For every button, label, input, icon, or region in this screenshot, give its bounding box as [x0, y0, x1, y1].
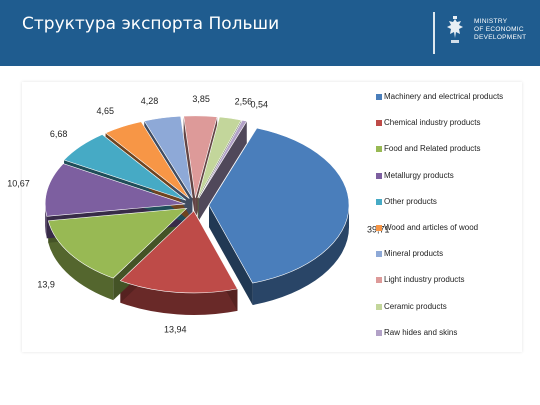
- legend-label: Food and Related products: [384, 144, 481, 154]
- pie-slice-10: [198, 119, 248, 199]
- legend-label: Machinery and electrical products: [384, 92, 504, 101]
- polish-eagle-icon: [447, 16, 463, 43]
- data-label: 4,65: [97, 106, 115, 116]
- legend-label: Wood and articles of wood: [384, 223, 479, 232]
- pie-slice-5: [63, 134, 187, 201]
- legend-swatch: [376, 225, 382, 231]
- pie-slice-3: [47, 207, 188, 279]
- legend-label: Light industry products: [384, 275, 465, 285]
- legend-swatch: [376, 94, 382, 100]
- ministry-line: DEVELOPMENT: [474, 34, 527, 41]
- data-label: 4,28: [141, 96, 159, 106]
- data-label: 2,56: [235, 97, 253, 107]
- data-label: 3,85: [192, 94, 210, 104]
- pie-slice-edge: [198, 121, 247, 221]
- legend-swatch: [376, 277, 382, 284]
- legend-swatch: [376, 172, 382, 179]
- pie-slice-9: [197, 116, 242, 199]
- legend-label: Ceramic products: [384, 301, 447, 311]
- pie-slice-wall: [48, 220, 114, 301]
- legend-label: Chemical industry products: [384, 118, 481, 128]
- pie-slice-wall: [120, 280, 238, 315]
- pie-slice-6: [104, 121, 190, 199]
- pie-slice-2: [119, 210, 238, 294]
- legend-label: Mineral products: [384, 249, 444, 259]
- header-divider: [433, 12, 435, 54]
- legend-swatch: [376, 329, 382, 336]
- pie-slice-4: [44, 163, 186, 217]
- ministry-line: OF ECONOMIC: [474, 26, 524, 33]
- legend-label: Metallurgy products: [384, 170, 454, 180]
- legend-swatch: [376, 198, 382, 205]
- legend-swatch: [376, 146, 382, 153]
- legend-swatch: [376, 303, 382, 310]
- data-label: 13,94: [164, 324, 187, 334]
- page-title: Структура экспорта Польши: [22, 14, 280, 34]
- ministry-line: MINISTRY: [474, 18, 508, 25]
- legend-label: Other products: [384, 196, 437, 206]
- legend-swatch: [376, 251, 382, 258]
- data-label: 0,54: [250, 99, 268, 109]
- pie-slice-1: [208, 127, 350, 284]
- pie-slice-wall: [252, 205, 349, 306]
- legend-label: Raw hides and skins: [384, 327, 458, 337]
- ministry-logo-text: MINISTRY OF ECONOMIC DEVELOPMENT: [474, 18, 526, 42]
- pie-slice-8: [183, 115, 218, 198]
- pie-slice-7: [143, 115, 193, 199]
- legend-swatch: [376, 120, 382, 127]
- pie-slice-wall: [45, 203, 47, 239]
- pie-slice-edge: [183, 116, 196, 220]
- data-label: 10,67: [7, 179, 30, 189]
- data-label: 13,9: [37, 279, 55, 289]
- pie-slice-edge: [208, 205, 253, 306]
- header-bar: Структура экспорта Польши MINISTRY OF EC…: [0, 0, 540, 66]
- data-label: 6,68: [50, 129, 68, 139]
